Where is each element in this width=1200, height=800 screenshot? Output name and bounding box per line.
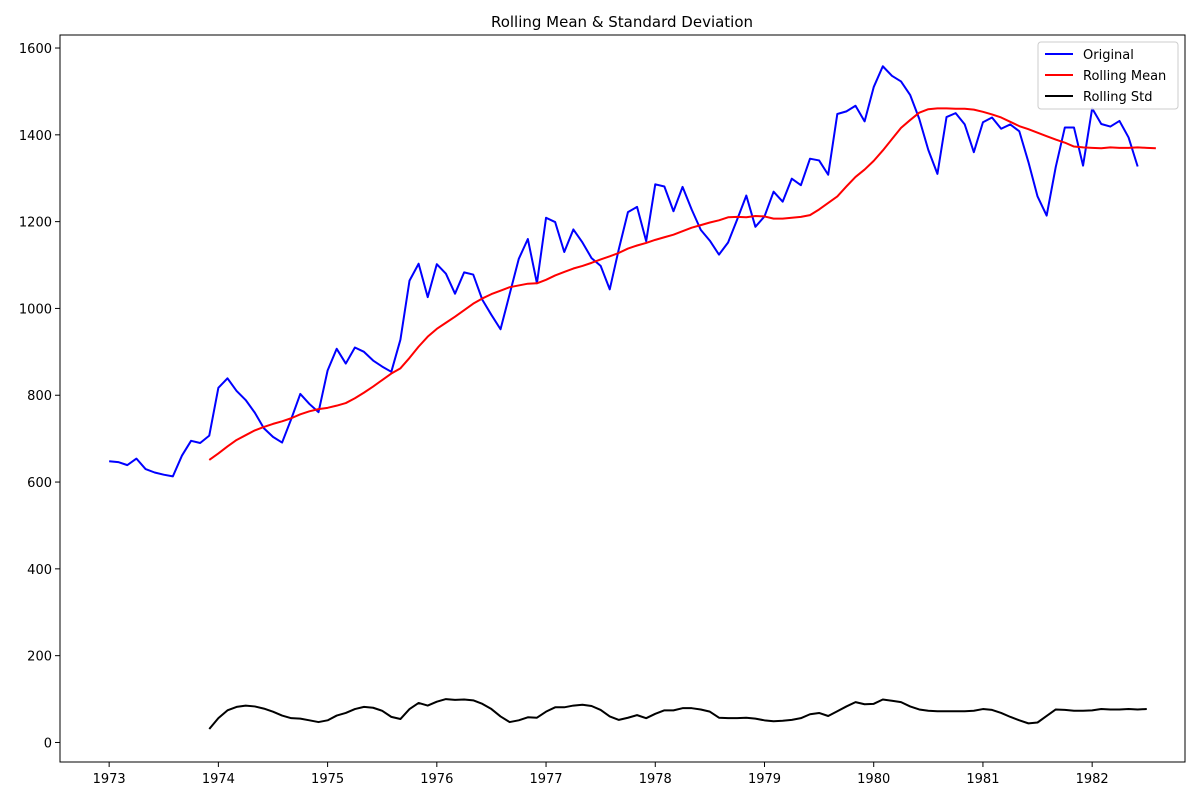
x-tick-label-1982: 1982: [1076, 772, 1109, 787]
legend-box: [1037, 41, 1179, 110]
series-line-rolling-mean: [208, 107, 1156, 461]
y-tick-label-1000: 1000: [19, 302, 52, 317]
y-tick-label-600: 600: [27, 476, 52, 491]
y-tick-label-200: 200: [27, 650, 52, 665]
plot-lines: [109, 65, 1156, 730]
plot-area-frame: [59, 34, 1186, 763]
y-tick-label-0: 0: [44, 736, 52, 751]
x-tick-label-1981: 1981: [966, 772, 999, 787]
x-tick-label-1976: 1976: [420, 772, 453, 787]
x-tick-label-1980: 1980: [857, 772, 890, 787]
x-tick-label-1973: 1973: [93, 772, 126, 787]
x-axis: 1973 1974 1975 1976 1977 1978 1979 1980 1981 1982: [93, 762, 1109, 787]
series-line-rolling-std: [208, 698, 1147, 730]
y-tick-label-800: 800: [27, 389, 52, 404]
y-tick-label-1200: 1200: [19, 216, 52, 231]
x-tick-label-1975: 1975: [311, 772, 344, 787]
legend-label-rolling-mean: Rolling Mean: [1083, 69, 1166, 84]
x-tick-label-1978: 1978: [639, 772, 672, 787]
x-tick-label-1974: 1974: [202, 772, 235, 787]
legend-label-rolling-std: Rolling Std: [1083, 90, 1152, 105]
chart-title: Rolling Mean & Standard Deviation: [491, 13, 753, 31]
y-tick-label-400: 400: [27, 563, 52, 578]
legend: Original Rolling Mean Rolling Std: [1037, 41, 1179, 110]
y-tick-label-1600: 1600: [19, 42, 52, 57]
series-line-original: [109, 65, 1139, 478]
legend-label-original: Original: [1083, 48, 1134, 63]
x-tick-label-1977: 1977: [529, 772, 562, 787]
y-axis: 0 200 400 600 800 1000 1200 1400 1600: [19, 42, 60, 751]
x-tick-label-1979: 1979: [748, 772, 781, 787]
y-tick-label-1400: 1400: [19, 129, 52, 144]
